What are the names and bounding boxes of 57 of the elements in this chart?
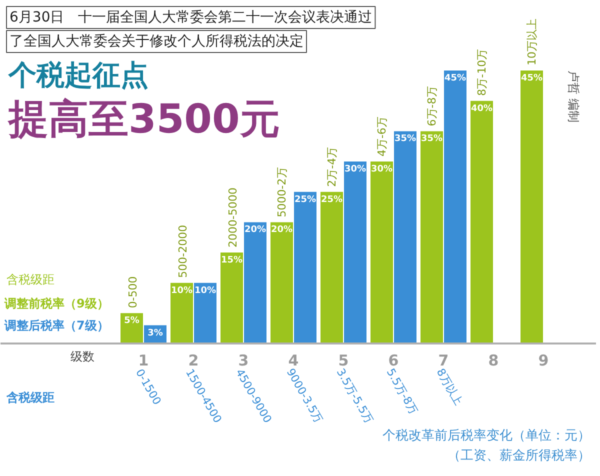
data-label: 35%	[420, 134, 443, 144]
x-tick-label: 9	[538, 352, 549, 370]
x-tick-label: 4	[288, 352, 299, 370]
bar	[270, 222, 293, 344]
text: 含税级距	[6, 272, 54, 286]
data-label: 10%	[170, 286, 193, 296]
x-tick-label: 3	[238, 352, 249, 370]
data-label: 25%	[320, 194, 343, 205]
bar	[470, 100, 493, 344]
bar	[220, 252, 243, 344]
annotation: 10万以上	[525, 18, 538, 66]
x-tick-label: 1	[138, 352, 149, 370]
annotation: 500-2000	[176, 224, 190, 278]
chart-title: 个税起征点	[8, 58, 148, 92]
annotation: 8万-10万	[475, 48, 488, 96]
annotation: 5000-2万	[275, 167, 288, 218]
data-label: 25%	[294, 194, 316, 205]
annotation: 卢哲 编制	[566, 70, 580, 122]
data-label: 30%	[344, 164, 366, 175]
bar	[320, 192, 343, 344]
data-label: 20%	[244, 225, 266, 236]
bar	[420, 131, 443, 344]
series-label: 调整前税率（9级）	[4, 296, 109, 310]
bar	[370, 162, 393, 344]
data-label: 3%	[148, 328, 163, 338]
annotation: 4万-6万	[375, 116, 388, 157]
text: 6月30日 十一届全国人大常委会第二十一次会议表决通过	[10, 10, 372, 26]
bar	[344, 162, 366, 344]
text: 调整后税率（7级）	[4, 318, 109, 332]
annotation: 6万-8万	[425, 86, 438, 126]
bar	[444, 70, 466, 344]
text: 含税级距	[6, 390, 54, 404]
text: 个税改革前后税率变化（单位：元）	[382, 428, 590, 444]
data-label: 35%	[394, 134, 416, 144]
bar	[294, 192, 316, 344]
bar	[170, 282, 193, 344]
text: 提高至3500元	[8, 96, 280, 142]
data-label: 5%	[124, 316, 140, 326]
bar	[194, 282, 216, 344]
data-label: 15%	[220, 256, 243, 266]
text: 了全国人大常委会关于修改个人所得税法的决定	[10, 34, 304, 50]
data-label: 45%	[520, 74, 543, 84]
x-axis-title: 级数	[70, 350, 94, 364]
annotation: 2000-5000	[226, 188, 240, 248]
data-label: 45%	[444, 74, 466, 84]
data-label: 10%	[194, 286, 216, 296]
annotation: 0-500	[126, 276, 140, 308]
data-label: 40%	[470, 104, 493, 114]
annotation: 2万-4万	[325, 146, 338, 187]
x-tick-label: 2	[188, 352, 199, 370]
bar	[244, 222, 266, 344]
bar	[394, 131, 416, 344]
text: （工资、薪金所得税率）	[448, 448, 590, 464]
data-label: 30%	[370, 164, 393, 175]
bar	[520, 70, 543, 344]
x-tick-label: 8	[488, 352, 499, 370]
data-label: 20%	[270, 225, 293, 236]
